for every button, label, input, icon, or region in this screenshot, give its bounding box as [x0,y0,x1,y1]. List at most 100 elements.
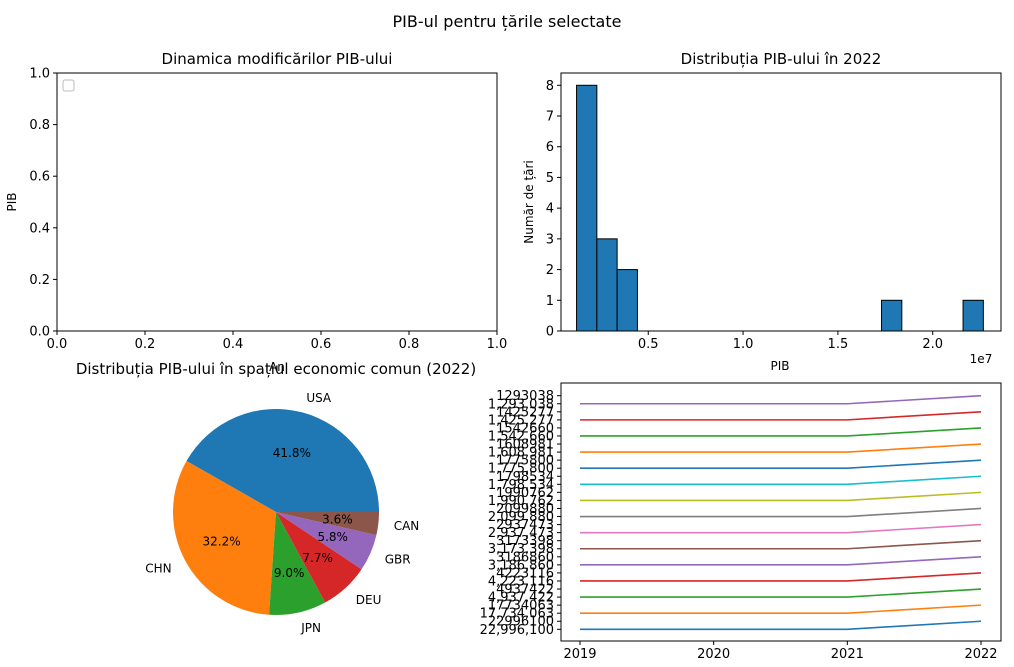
pie-labels: USA 41.8% CHN 32.2% JPN 9.0% DEU 7.7% GBR 5.8% CAN… [145,391,419,635]
pie-title: Distribuția PIB-ului în spațiul economic… [76,360,476,378]
pie-chart: Distribuția PIB-ului în spațiul economic… [76,360,476,635]
pie-percent-label: 9.0% [274,566,305,580]
y-tick-label: 1608981 [496,438,554,453]
series-line [580,572,982,582]
y-tick-label: 0 [546,325,554,340]
y-tick-label: 22996100 [488,615,554,630]
pie-percent-label: 32.2% [202,535,240,549]
multi-line-axes-frame [560,382,1002,642]
series-line [580,491,982,502]
pie-category-label: GBR [385,552,411,566]
histogram-bar [576,84,598,332]
series-line [580,507,982,518]
line-chart-empty: Dinamica modificărilor PIB-ului 0.0 0.2 0.… [5,50,507,374]
pie-category-label: JPN [300,621,321,635]
pie-slice [276,512,362,603]
y-tick-label: 1,293,038 [488,397,554,412]
y-tick-label: 1775800 [496,454,554,469]
y-tick-label: 7 [546,110,554,125]
y-tick-label: 1,775,800 [488,462,554,477]
y-tick-label: 3186860 [496,550,554,565]
line-chart-ylabel: PIB [5,192,19,211]
pie-slice [269,512,326,615]
y-tick-label: 3173398 [496,534,554,549]
histogram-x-offset: 1e7 [970,352,993,366]
y-tick-label: 2,099,880 [488,510,554,525]
y-tick-label: 6 [546,140,554,155]
pie-slice [276,512,379,536]
pie-percent-label: 41.8% [273,446,311,460]
line-chart-axes-frame [56,72,498,332]
multi-line-chart: 2019 2020 2021 2022 22,996,1002299610017,734… [480,382,1002,662]
pie-category-label: USA [306,391,332,405]
pie-percent-label: 5.8% [317,530,348,544]
series-line [580,620,982,631]
y-tick-label: 0.0 [29,325,50,340]
y-tick-label: 2,937,473 [488,526,554,541]
pie-percent-label: 7.7% [302,551,333,565]
y-tick-label: 0.4 [29,221,50,236]
y-tick-label: 3,173,398 [488,542,554,557]
y-tick-label: 0.2 [29,273,50,288]
y-tick-label: 2 [546,263,554,278]
y-tick-label: 4,223,116 [488,574,554,589]
series-line [580,443,982,453]
histogram-xlabel: PIB [770,359,789,373]
x-tick-label: 0.2 [135,337,156,352]
series-line [580,604,982,614]
y-tick-label: 1293038 [496,389,554,404]
x-tick-label: 2022 [964,647,997,662]
y-tick-label: 22,996,100 [480,623,554,638]
y-tick-label: 1,425,277 [488,413,554,428]
x-tick-label: 0.5 [638,337,659,352]
x-tick-label: 0.4 [223,337,244,352]
series-line [580,588,982,598]
x-tick-label: 2020 [697,647,730,662]
series-line [580,539,982,550]
x-tick-label: 0.8 [399,337,420,352]
y-tick-label: 17,734,063 [480,607,554,622]
y-tick-label: 0.6 [29,170,50,185]
pie-slice [276,512,377,570]
series-line [580,411,982,421]
histogram-title: Distribuția PIB-ului în 2022 [681,50,882,68]
histogram-bar [616,269,638,332]
pie-category-label: CHN [145,562,171,576]
series-line [580,427,982,437]
y-tick-label: 2099880 [496,502,554,517]
legend-box [62,79,75,92]
y-tick-label: 1990762 [496,486,554,501]
y-tick-label: 1 [546,294,554,309]
series-line [580,394,982,405]
histogram-bar [596,238,618,332]
histogram-ylabel: Număr de țări [522,160,536,244]
x-tick-label: 2.0 [922,337,943,352]
y-tick-label: 0.8 [29,118,50,133]
line-chart-xlabel: An [269,360,285,374]
x-tick-label: 2021 [831,647,864,662]
pie-category-label: DEU [356,593,382,607]
histogram-bar [881,299,903,332]
histogram-bars [576,84,984,332]
figure-title: PIB-ul pentru țările selectate [393,12,622,31]
y-tick-label: 4 [546,202,554,217]
y-tick-label: 17734063 [488,599,554,614]
y-tick-label: 1425277 [496,405,554,420]
line-chart-title: Dinamica modificărilor PIB-ului [162,50,393,68]
pie-slice [186,409,379,512]
y-tick-label: 4,937,422 [488,591,554,606]
histogram-bar [962,299,984,332]
y-tick-label: 1,798,534 [488,478,554,493]
line-chart-ticks: 0.0 0.2 0.4 0.6 0.8 1.0 0.0 0.2 0.4 0.6 0.8 1.0 [29,67,507,353]
y-tick-label: 1798534 [496,470,554,485]
multi-line-ticks: 2019 2020 2021 2022 22,996,1002299610017,734… [480,389,998,662]
y-tick-label: 1,542,660 [488,429,554,444]
y-tick-label: 5 [546,171,554,186]
y-tick-label: 3,186,860 [488,558,554,573]
y-tick-label: 4937422 [496,583,554,598]
series-line [580,459,982,469]
y-tick-label: 1542660 [496,421,554,436]
x-tick-label: 1.5 [828,337,849,352]
